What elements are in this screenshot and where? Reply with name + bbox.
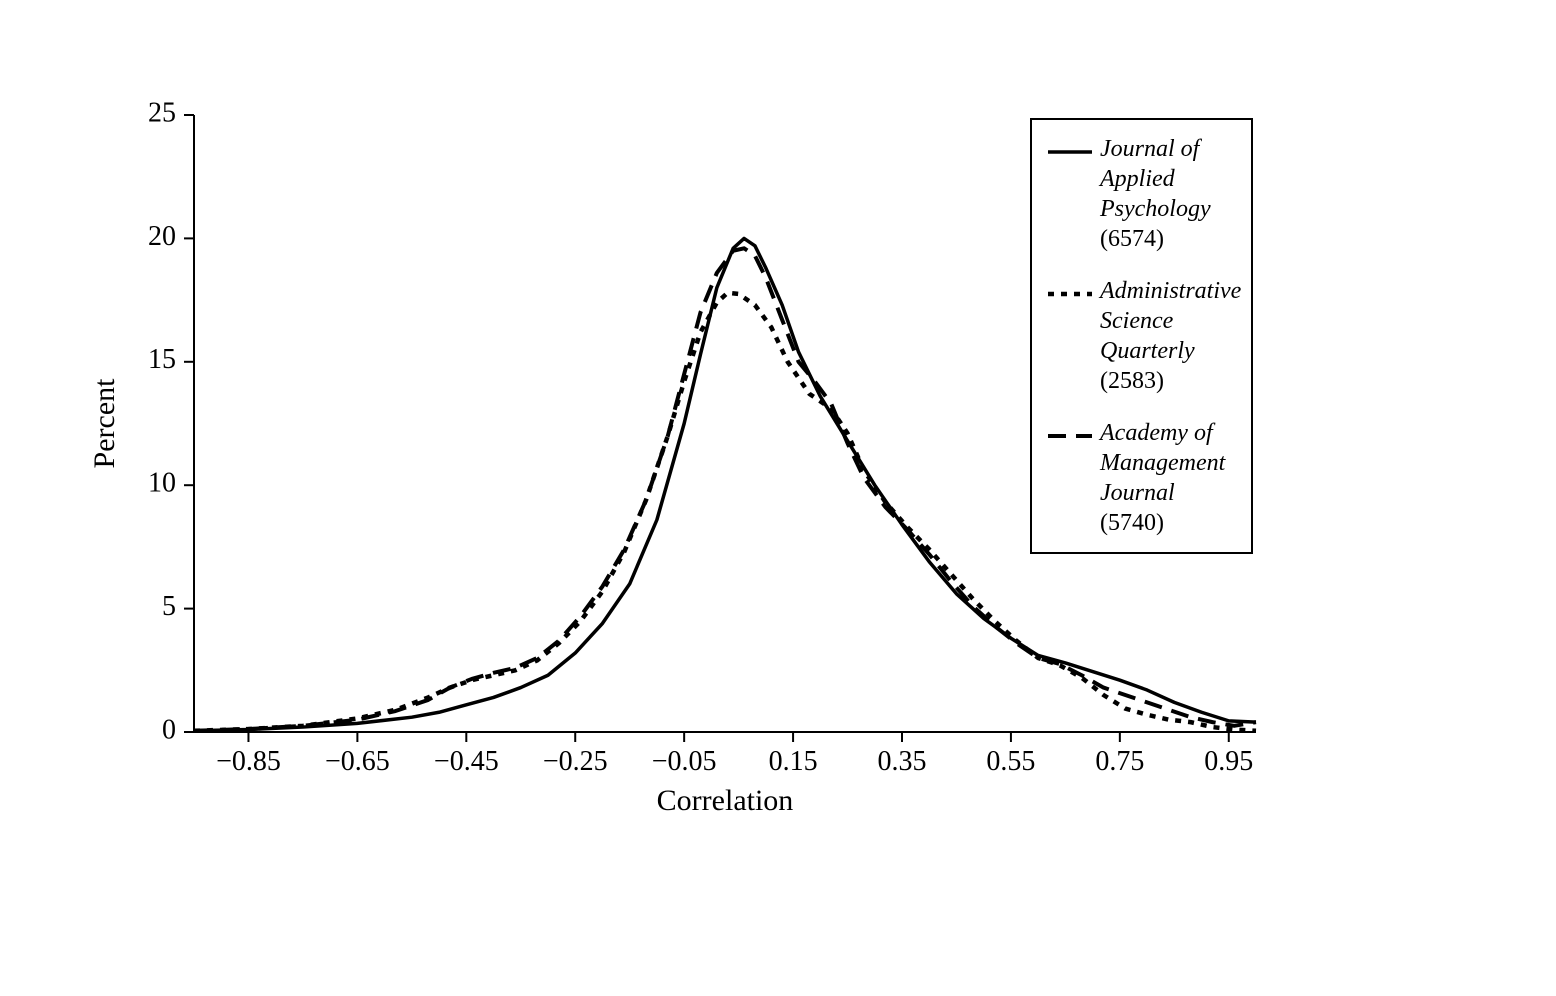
x-tick-label: 0.35: [878, 746, 927, 777]
legend-swatch-asq: [1048, 286, 1092, 302]
x-tick-label: −0.45: [434, 746, 499, 777]
legend: Journal of Applied Psychology (6574) Admi…: [1030, 118, 1253, 554]
y-tick-label: 10: [148, 468, 176, 499]
y-tick-label: 20: [148, 221, 176, 252]
legend-swatch-jap: [1048, 144, 1092, 160]
correlation-distribution-chart: 0 5 10 15 20 25 −0.85 −0.65 −0.45 −0.25 −0.05 0.15 0…: [0, 0, 1556, 996]
legend-label-asq: Administrative Science Quarterly (2583): [1100, 276, 1241, 396]
chart-svg: 0 5 10 15 20 25 −0.85 −0.65 −0.45 −0.25 −0.05 0.15 0…: [0, 0, 1556, 996]
y-tick-label: 5: [162, 591, 176, 622]
legend-label-amj: Academy of Management Journal (5740): [1100, 418, 1235, 538]
x-tick-label: 0.55: [986, 746, 1035, 777]
legend-item-asq: Administrative Science Quarterly (2583): [1048, 276, 1235, 396]
legend-item-jap: Journal of Applied Psychology (6574): [1048, 134, 1235, 254]
legend-item-amj: Academy of Management Journal (5740): [1048, 418, 1235, 538]
legend-label-jap: Journal of Applied Psychology (6574): [1100, 134, 1235, 254]
x-tick-label: −0.05: [652, 746, 717, 777]
y-tick-label: 25: [148, 97, 176, 128]
x-tick-label: −0.65: [325, 746, 390, 777]
y-tick-label: 0: [162, 714, 176, 745]
legend-swatch-amj: [1048, 428, 1092, 444]
x-tick-label: 0.15: [769, 746, 818, 777]
x-axis-label: Correlation: [657, 784, 794, 817]
x-tick-label: 0.95: [1204, 746, 1253, 777]
y-axis-label: Percent: [88, 378, 121, 469]
x-tick-label: −0.25: [543, 746, 608, 777]
y-tick-label: 15: [148, 344, 176, 375]
x-tick-label: −0.85: [216, 746, 281, 777]
x-tick-label: 0.75: [1095, 746, 1144, 777]
